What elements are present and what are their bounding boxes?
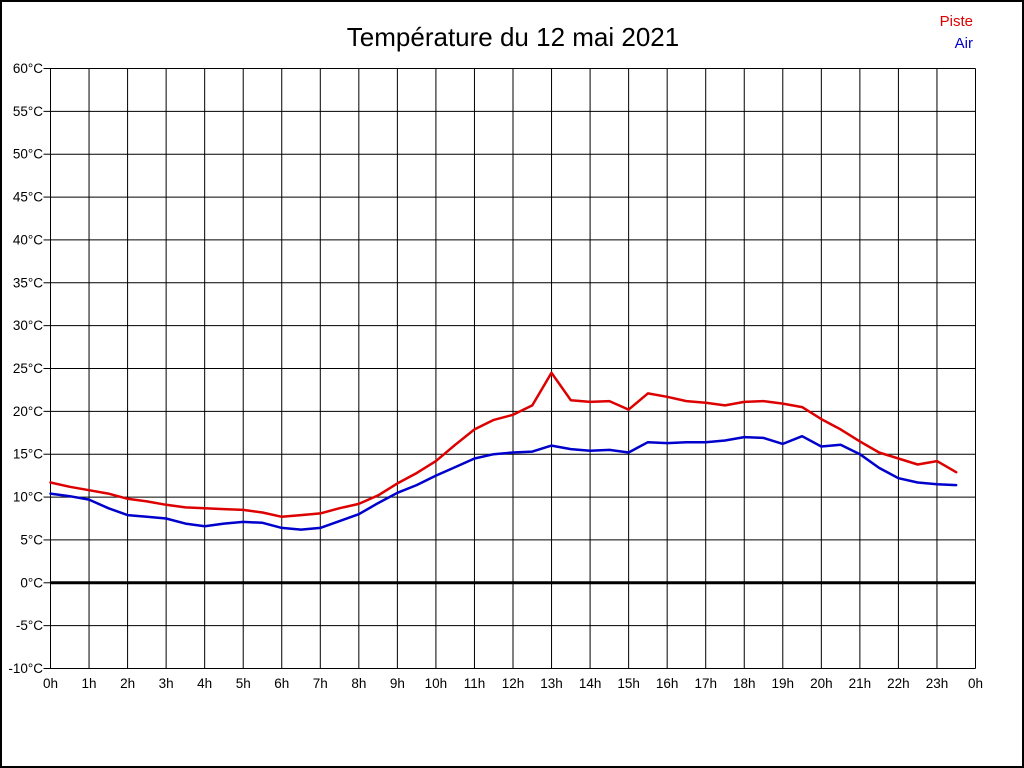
- legend-label-piste: Piste: [939, 13, 973, 30]
- air-temperature-line: [49, 434, 958, 531]
- y-tick-label: 5°C: [20, 532, 43, 547]
- x-tick-label: 2h: [120, 676, 135, 691]
- legend-item-air: Air: [940, 33, 973, 55]
- y-tick-label: 60°C: [13, 61, 43, 76]
- x-tick-label: 10h: [425, 676, 448, 691]
- x-tick-label: 20h: [810, 676, 833, 691]
- y-tick-label: 50°C: [13, 147, 43, 162]
- x-tick-label: 16h: [656, 676, 679, 691]
- x-tick-label: 18h: [733, 676, 756, 691]
- x-tick-label: 21h: [849, 676, 872, 691]
- legend-label-air: Air: [954, 35, 973, 52]
- x-tick-label: 8h: [351, 676, 366, 691]
- x-tick-label: 17h: [694, 676, 717, 691]
- x-tick-label: 22h: [887, 676, 910, 691]
- x-tick-label: 4h: [197, 676, 212, 691]
- y-tick-label: 25°C: [13, 361, 43, 376]
- legend-item-piste: Piste: [940, 11, 973, 33]
- x-tick-label: 23h: [926, 676, 949, 691]
- x-tick-label: 6h: [274, 676, 289, 691]
- x-tick-label: 3h: [159, 676, 174, 691]
- piste-temperature-line: [49, 371, 958, 519]
- x-tick-label: 1h: [82, 676, 97, 691]
- x-tick-label: 12h: [502, 676, 525, 691]
- x-tick-label: 0h: [43, 676, 58, 691]
- y-tick-label: 45°C: [13, 190, 43, 205]
- x-tick-label: 7h: [313, 676, 328, 691]
- y-tick-label: 15°C: [13, 447, 43, 462]
- y-tick-label: -5°C: [16, 618, 43, 633]
- x-tick-label: 11h: [464, 676, 486, 691]
- y-tick-label: 55°C: [13, 104, 43, 119]
- y-tick-label: -10°C: [8, 661, 43, 676]
- x-tick-label: 5h: [236, 676, 251, 691]
- x-tick-label: 19h: [772, 676, 795, 691]
- x-tick-label: 9h: [390, 676, 405, 691]
- y-tick-label: 35°C: [13, 275, 43, 290]
- x-tick-label: 0h: [968, 676, 983, 691]
- x-tick-label: 15h: [617, 676, 640, 691]
- y-tick-label: 10°C: [13, 490, 43, 505]
- chart-legend: Piste Air: [940, 11, 973, 55]
- x-tick-label: 14h: [579, 676, 602, 691]
- y-tick-label: 40°C: [13, 232, 43, 247]
- y-tick-label: 20°C: [13, 404, 43, 419]
- y-tick-label: 0°C: [20, 575, 43, 590]
- chart-title: Température du 12 mai 2021: [346, 22, 680, 52]
- x-tick-label: 13h: [540, 676, 563, 691]
- y-tick-label: 30°C: [13, 318, 43, 333]
